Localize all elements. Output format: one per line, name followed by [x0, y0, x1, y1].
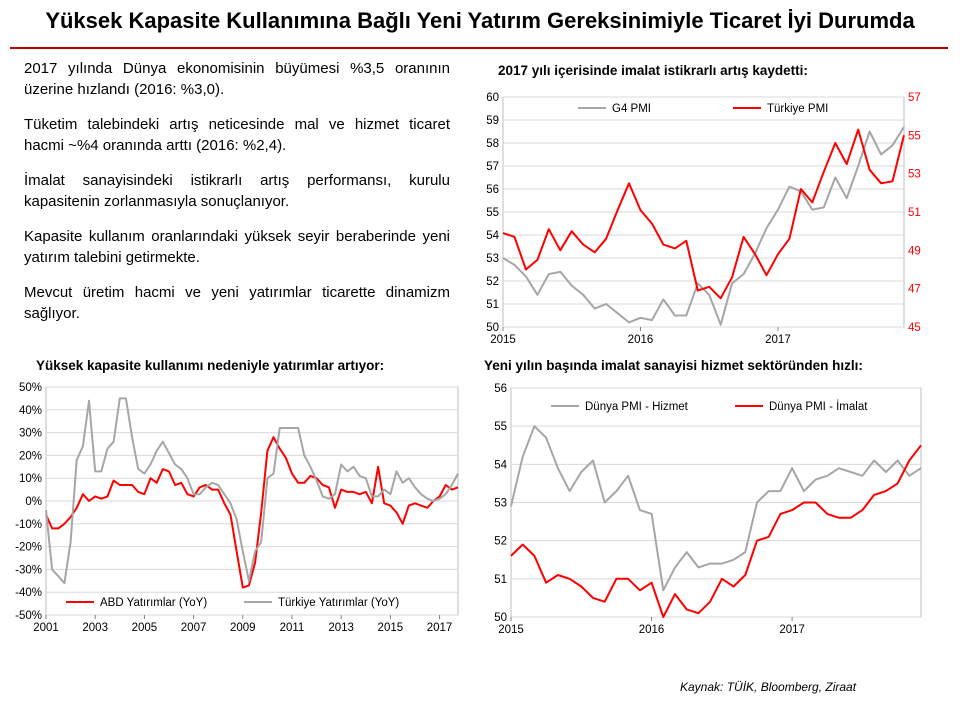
legend-label: G4 PMI: [612, 103, 651, 115]
legend-label: Türkiye PMI: [767, 103, 828, 115]
series-line-1: [510, 425, 922, 592]
x-tick-label: 2017: [427, 622, 453, 634]
y-tick-label: -30%: [15, 564, 42, 576]
bullet-item: Mevcut üretim hacmi ve yeni yatırımlar t…: [24, 284, 450, 322]
y-tick-label: 52: [494, 536, 507, 548]
page-title: Yüksek Kapasite Kullanımına Bağlı Yeni Y…: [45, 8, 915, 33]
source-note: Kaynak: TÜİK, Bloomberg, Ziraat: [680, 680, 857, 694]
x-tick-label: 2016: [639, 624, 665, 636]
x-tick-label: 2015: [498, 624, 524, 636]
y-tick-label: 59: [486, 115, 499, 127]
x-tick-label: 2009: [230, 622, 256, 634]
y-right-tick-label: 55: [908, 130, 921, 142]
y-tick-label: 51: [494, 574, 507, 586]
y-tick-label: 52: [486, 276, 499, 288]
y-tick-label: -50%: [15, 610, 42, 622]
x-tick-label: 2001: [33, 622, 59, 634]
bullet-item: Tüketim talebindeki artış neticesinde ma…: [24, 116, 450, 154]
x-tick-label: 2011: [280, 622, 305, 634]
y-tick-label: -40%: [15, 587, 42, 599]
x-tick-label: 2016: [628, 334, 654, 346]
y-tick-label: 54: [486, 230, 499, 242]
y-right-tick-label: 45: [908, 322, 921, 334]
pmi-chart-title: 2017 yılı içerisinde imalat istikrarlı a…: [498, 63, 808, 78]
legend-label: Dünya PMI - Hizmet: [585, 401, 689, 413]
x-tick-label: 2015: [378, 622, 404, 634]
y-right-tick-label: 51: [908, 207, 921, 219]
y-right-tick-label: 57: [908, 92, 921, 104]
y-tick-label: 10%: [19, 473, 42, 485]
y-tick-label: 51: [486, 299, 499, 311]
y-right-tick-label: 53: [908, 169, 921, 181]
series-line-2: [510, 444, 922, 618]
x-tick-label: 2015: [490, 334, 516, 346]
series-line-2: [502, 128, 905, 300]
bullet-item: Kapasite kullanım oranlarındaki yüksek s…: [24, 228, 450, 266]
y-tick-label: 50%: [19, 382, 42, 394]
legend-label: ABD Yatırımlar (YoY): [100, 597, 207, 609]
y-tick-label: 20%: [19, 450, 42, 462]
y-tick-label: 0%: [25, 496, 42, 508]
y-tick-label: 53: [494, 498, 507, 510]
x-tick-label: 2005: [132, 622, 158, 634]
x-tick-label: 2007: [181, 622, 207, 634]
y-right-tick-label: 47: [908, 284, 921, 296]
x-tick-label: 2017: [765, 334, 791, 346]
bullet-list: 2017 yılında Dünya ekonomisinin büyümesi…: [24, 58, 450, 338]
investment-chart-title: Yüksek kapasite kullanımı nedeniyle yatı…: [36, 358, 385, 373]
y-tick-label: 50: [486, 322, 499, 334]
y-tick-label: -10%: [15, 519, 42, 531]
y-tick-label: 56: [494, 383, 507, 395]
y-tick-label: 55: [486, 207, 499, 219]
y-right-tick-label: 49: [908, 245, 921, 257]
y-tick-label: 54: [494, 459, 507, 471]
legend-label: Türkiye Yatırımlar (YoY): [278, 597, 399, 609]
bullet-item: İmalat sanayisindeki istikrarlı artış pe…: [24, 172, 450, 210]
y-tick-label: -20%: [15, 542, 42, 554]
title-divider: [10, 47, 948, 49]
y-tick-label: 40%: [19, 405, 42, 417]
y-tick-label: 60: [486, 92, 499, 104]
y-tick-label: 55: [494, 421, 507, 433]
y-tick-label: 50: [494, 612, 507, 624]
y-tick-label: 57: [486, 161, 499, 173]
y-tick-label: 56: [486, 184, 499, 196]
world-pmi-chart-title: Yeni yılın başında imalat sanayisi hizme…: [484, 358, 863, 373]
y-tick-label: 58: [486, 138, 499, 150]
x-tick-label: 2017: [779, 624, 805, 636]
legend-label: Dünya PMI - İmalat: [769, 400, 868, 413]
bullet-item: 2017 yılında Dünya ekonomisinin büyümesi…: [24, 60, 450, 98]
series-line-1: [45, 436, 459, 589]
x-tick-label: 2003: [82, 622, 108, 634]
y-tick-label: 30%: [19, 428, 42, 440]
series-line-2: [45, 397, 459, 585]
x-tick-label: 2013: [328, 622, 354, 634]
y-tick-label: 53: [486, 253, 499, 265]
